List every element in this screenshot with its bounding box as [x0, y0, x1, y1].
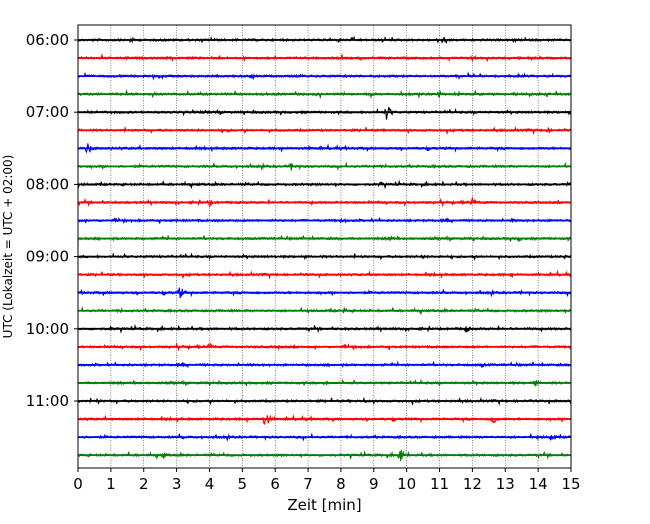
- x-tick-label-7: 7: [303, 475, 313, 493]
- x-tick-label-4: 4: [205, 475, 215, 493]
- x-tick-label-3: 3: [172, 475, 182, 493]
- y-tick-label-4: 10:00: [26, 320, 69, 338]
- x-tick-label-5: 5: [238, 475, 248, 493]
- x-tick-label-2: 2: [139, 475, 149, 493]
- y-tick-label-3: 09:00: [26, 248, 69, 266]
- x-tick-label-11: 11: [430, 475, 449, 493]
- y-tick-label-0: 06:00: [26, 31, 69, 49]
- x-tick-label-0: 0: [73, 475, 83, 493]
- y-tick-label-5: 11:00: [26, 392, 69, 410]
- x-tick-label-13: 13: [496, 475, 515, 493]
- x-tick-label-1: 1: [106, 475, 116, 493]
- x-tick-label-12: 12: [463, 475, 482, 493]
- x-tick-label-15: 15: [561, 475, 580, 493]
- y-tick-label-2: 08:00: [26, 175, 69, 193]
- x-tick-label-8: 8: [336, 475, 346, 493]
- y-tick-label-1: 07:00: [26, 103, 69, 121]
- x-axis-ticks: 0 1 2 3 4 5 6 7 8 9 10 11 12 13 14 15: [73, 468, 581, 493]
- x-tick-label-9: 9: [369, 475, 379, 493]
- x-axis-label: Zeit [min]: [287, 496, 361, 514]
- y-axis-ticks: 06:00 07:00 08:00 09:00 10:00 11:00: [26, 31, 78, 410]
- trace-line-4: [77, 106, 572, 120]
- trace-lines: [77, 35, 572, 462]
- plot-area-frame: [77, 24, 572, 469]
- x-tick-label-6: 6: [270, 475, 280, 493]
- y-axis-label: UTC (Lokalzeit = UTC + 02:00): [1, 155, 15, 339]
- x-tick-label-10: 10: [397, 475, 416, 493]
- x-tick-label-14: 14: [529, 475, 548, 493]
